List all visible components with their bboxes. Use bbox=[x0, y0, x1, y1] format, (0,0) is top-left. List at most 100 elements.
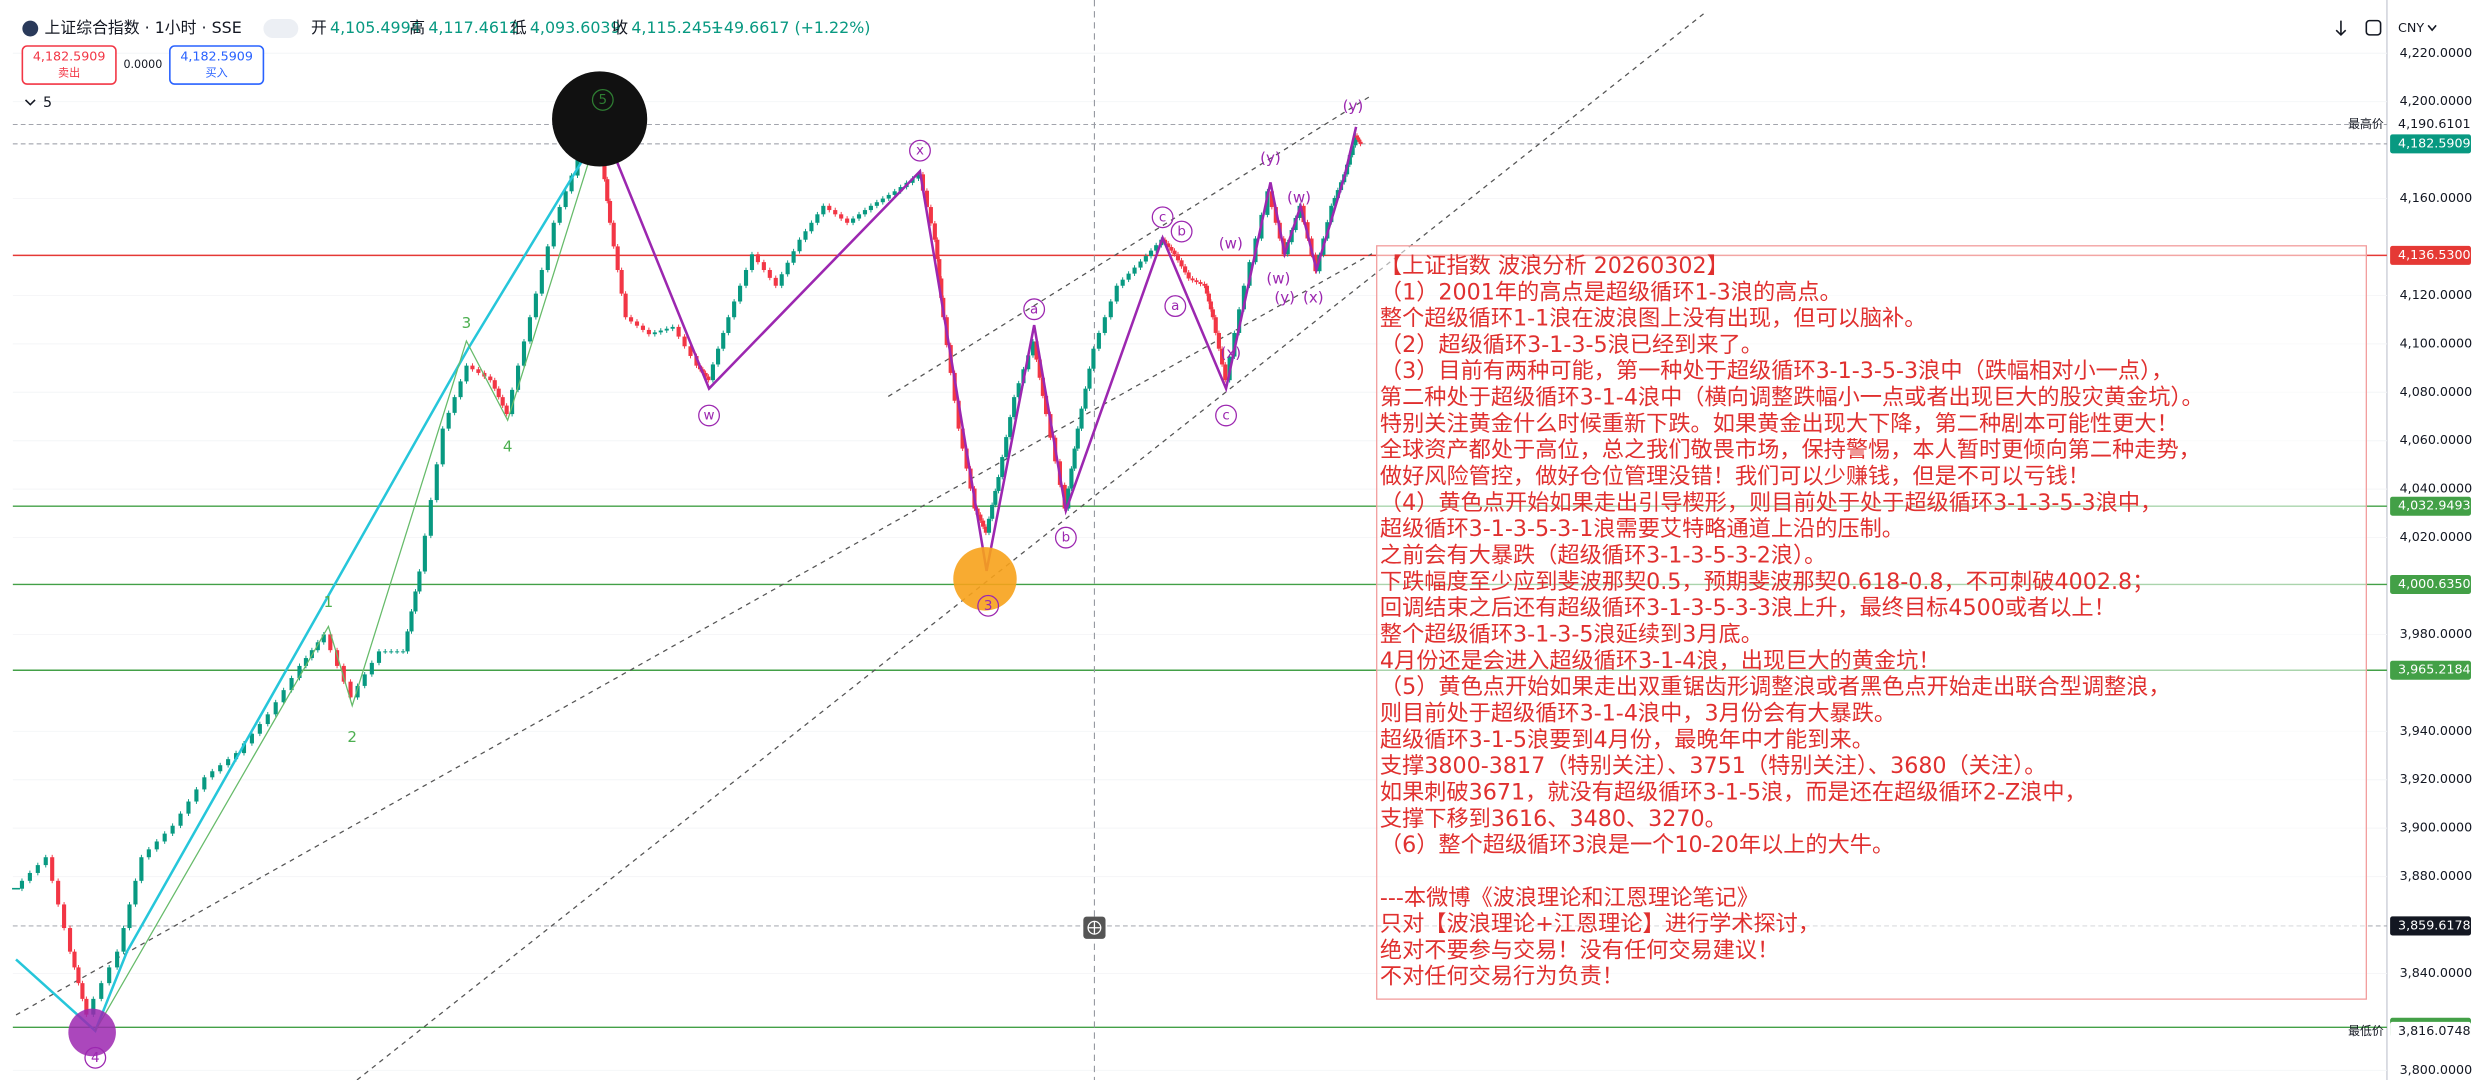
candle bbox=[434, 464, 439, 501]
wave-label-ring bbox=[1164, 295, 1187, 318]
sell-button[interactable] bbox=[21, 45, 117, 85]
candle bbox=[1204, 285, 1209, 294]
candle bbox=[868, 205, 873, 211]
candle bbox=[422, 535, 427, 572]
channel-line bbox=[15, 253, 1373, 1016]
candle bbox=[376, 651, 382, 663]
note-line: 整个超级循环1-1浪在波浪图上没有出现，但可以脑补。 bbox=[1380, 306, 1927, 332]
ohlc-label: 开 bbox=[311, 18, 327, 37]
toggle[interactable] bbox=[263, 19, 299, 39]
candle bbox=[178, 813, 183, 826]
collapse-icon[interactable] bbox=[24, 99, 36, 106]
y-tick-label: 3,900.0000 bbox=[2400, 820, 2473, 835]
ohlc-label: 高 bbox=[409, 18, 425, 37]
candle bbox=[1237, 309, 1242, 333]
candle bbox=[409, 611, 414, 632]
candle bbox=[321, 634, 326, 643]
candle bbox=[452, 397, 457, 413]
candle bbox=[1008, 417, 1013, 438]
candle bbox=[1202, 283, 1207, 286]
candle bbox=[1083, 388, 1088, 409]
candle bbox=[146, 849, 151, 858]
candle bbox=[928, 207, 933, 224]
candle bbox=[233, 753, 239, 760]
candle bbox=[874, 202, 879, 206]
symbol[interactable]: 上证综合指数 · 1小时 · SSE bbox=[45, 18, 242, 37]
candle bbox=[1114, 285, 1119, 302]
candle bbox=[1075, 428, 1080, 449]
candle bbox=[964, 448, 969, 469]
disclaimer-line: 不对任何交易行为负责！ bbox=[1380, 964, 1624, 990]
candle bbox=[369, 662, 374, 675]
note-line: 超级循环3-1-3-5-3-1浪需要艾特略通道上沿的压制。 bbox=[1380, 516, 1904, 542]
y-tick-label: 4,100.0000 bbox=[2400, 335, 2473, 350]
candle bbox=[956, 400, 961, 429]
candle bbox=[1206, 293, 1211, 302]
candle bbox=[1072, 448, 1077, 469]
ohlc-label: 低 bbox=[511, 18, 527, 37]
candle bbox=[127, 904, 132, 929]
candle bbox=[785, 262, 790, 275]
download-icon[interactable] bbox=[2335, 20, 2347, 37]
note-line: （4）黄色点开始如果走出引导楔形，则目前处于处于超级循环3-1-3-5-3浪中， bbox=[1380, 490, 2162, 516]
candle bbox=[1016, 383, 1021, 398]
candle bbox=[115, 951, 120, 968]
note-line: 回调结束之后还有超级循环3-1-3-5-3-3浪上升，最终目标4500或者以上！ bbox=[1380, 595, 2116, 621]
candle bbox=[43, 857, 48, 866]
candle bbox=[1169, 246, 1174, 251]
candle bbox=[186, 801, 191, 814]
price-tag bbox=[2390, 916, 2471, 936]
y-tick-label: 4,160.0000 bbox=[2400, 190, 2473, 205]
disclaimer-line: 绝对不要参与交易！没有任何交易建议！ bbox=[1380, 937, 1779, 963]
candle bbox=[892, 191, 897, 195]
candle bbox=[1120, 279, 1125, 286]
price-tag-label: 4,000.6350 bbox=[2398, 576, 2471, 591]
buy-button[interactable] bbox=[169, 45, 265, 85]
candle bbox=[1354, 135, 1360, 138]
candle bbox=[413, 591, 418, 612]
candle bbox=[607, 200, 613, 223]
channel-lines bbox=[15, 12, 1706, 1080]
candle bbox=[960, 428, 965, 449]
wave-label-ring bbox=[1151, 206, 1174, 229]
wave-label: (w) bbox=[1287, 189, 1311, 207]
ohlc-label: 收 bbox=[612, 18, 628, 37]
candle bbox=[1091, 348, 1096, 369]
candle bbox=[91, 998, 96, 1015]
price-tag-label: 4,182.5909 bbox=[2398, 135, 2471, 150]
candle bbox=[210, 771, 215, 778]
candle bbox=[916, 174, 921, 179]
candle bbox=[488, 376, 493, 381]
wave-label: x bbox=[916, 143, 924, 159]
candle bbox=[470, 365, 475, 370]
candle bbox=[1102, 317, 1107, 333]
candle bbox=[886, 194, 891, 199]
candle bbox=[1126, 273, 1131, 280]
candle bbox=[334, 650, 340, 666]
wave-label: (y) bbox=[1260, 149, 1281, 167]
note-line: 如果刺破3671，就没有超级循环3-1-5浪，而是还在超级循环2-Z浪中， bbox=[1380, 779, 2087, 805]
candle bbox=[72, 951, 77, 968]
wave-label: 4 bbox=[503, 438, 513, 456]
candle bbox=[983, 526, 988, 533]
candle bbox=[1004, 437, 1009, 458]
candle bbox=[862, 210, 868, 215]
note-line: 特别关注黄金什么时候重新下跌。如果黄金出现大下降，第二种剧本可能性更大！ bbox=[1380, 411, 2179, 437]
candle bbox=[504, 405, 509, 415]
note-line: （6）整个超级循环3浪是一个10-20年以上的大牛。 bbox=[1380, 832, 1894, 858]
currency[interactable]: CNY bbox=[2398, 20, 2424, 35]
candle bbox=[27, 872, 32, 881]
candle bbox=[281, 690, 286, 703]
candle bbox=[249, 733, 254, 744]
wave-label: (x) bbox=[1220, 344, 1241, 362]
indicator-count[interactable]: 5 bbox=[43, 95, 52, 111]
candle bbox=[67, 928, 73, 952]
ohlc-value: 4,105.4994 bbox=[330, 18, 421, 37]
wave-label: b bbox=[1062, 530, 1071, 546]
candle bbox=[362, 674, 367, 686]
wave-label: (x) bbox=[1303, 289, 1324, 307]
fullscreen-icon[interactable] bbox=[2365, 19, 2382, 36]
wave-label: 5 bbox=[599, 92, 608, 108]
candle bbox=[981, 520, 986, 527]
black-point bbox=[552, 71, 648, 167]
